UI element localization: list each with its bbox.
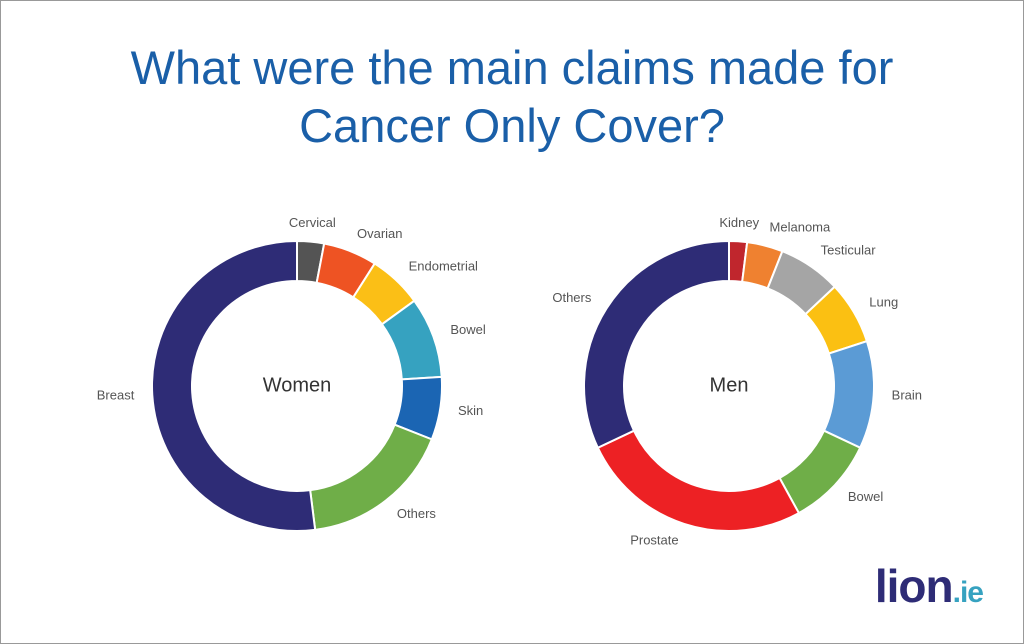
segment-label: Cervical: [289, 215, 336, 230]
segment-label: Ovarian: [357, 226, 403, 241]
segment-label: Melanoma: [770, 220, 831, 235]
donut-segment: [583, 239, 730, 450]
segment-label: Others: [397, 506, 437, 521]
center-label: Women: [263, 374, 332, 396]
segment-label: Bowel: [450, 322, 486, 337]
logo: lion.ie: [874, 559, 984, 613]
segment-label: Breast: [97, 388, 135, 403]
segment-label: Endometrial: [409, 259, 478, 274]
segment-label: Skin: [458, 403, 483, 418]
center-label: Men: [710, 374, 749, 396]
segment-label: Kidney: [719, 215, 759, 230]
donut-segment: [596, 429, 801, 532]
logo-suffix: .ie: [952, 576, 984, 609]
logo-name: lion: [874, 560, 954, 612]
segment-label: Bowel: [848, 489, 884, 504]
segment-label: Brain: [892, 388, 922, 403]
segment-label: Testicular: [821, 243, 877, 258]
chart-title: What were the main claims made for Cance…: [130, 41, 894, 152]
segment-label: Others: [552, 290, 592, 305]
segment-label: Lung: [869, 294, 898, 309]
segment-label: Prostate: [630, 532, 678, 547]
title-wrap: What were the main claims made for Cance…: [1, 39, 1023, 155]
donut-segment: [822, 339, 875, 450]
donut-segment: [151, 239, 317, 532]
